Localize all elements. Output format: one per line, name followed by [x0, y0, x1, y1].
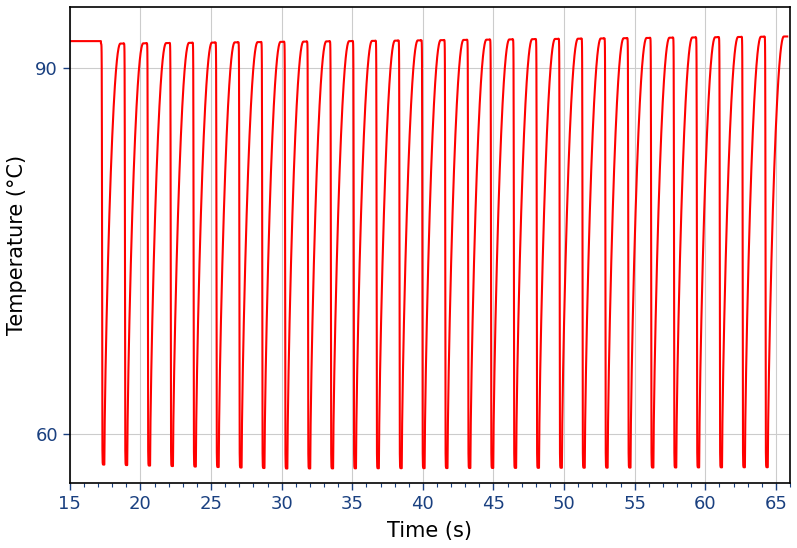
- X-axis label: Time (s): Time (s): [387, 521, 473, 541]
- Y-axis label: Temperature (°C): Temperature (°C): [7, 155, 27, 335]
